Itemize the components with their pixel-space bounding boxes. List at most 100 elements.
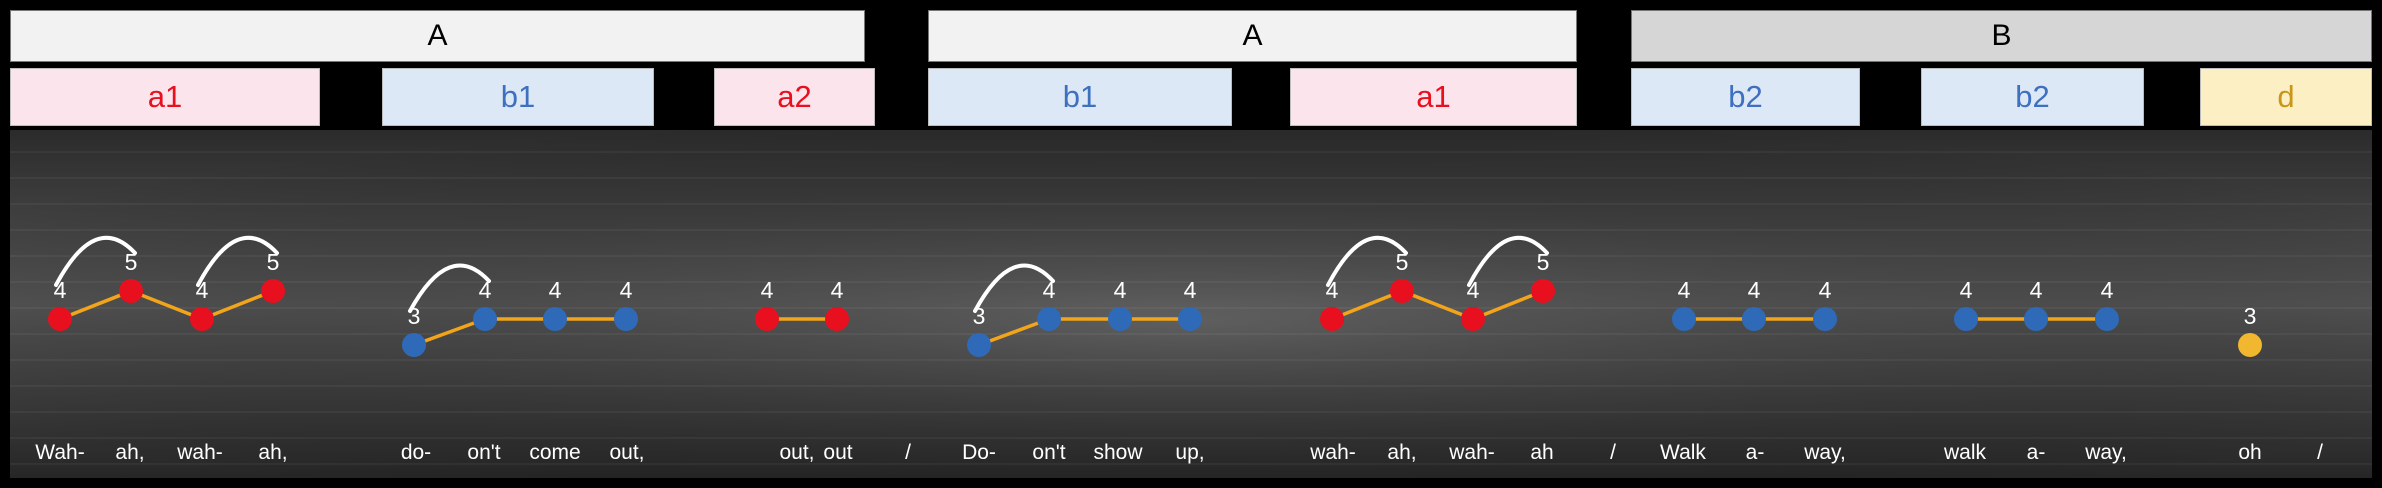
slur-arc bbox=[1326, 235, 1408, 287]
note-degree-label: 4 bbox=[196, 277, 209, 303]
subsection-label-7: b2 bbox=[1921, 68, 2144, 126]
note-degree-label: 4 bbox=[1467, 277, 1480, 303]
lyric-syllable: Walk bbox=[1660, 441, 1706, 464]
note-dot bbox=[473, 307, 497, 331]
note-dot bbox=[1954, 307, 1978, 331]
note-dot bbox=[1672, 307, 1696, 331]
subsection-label-6: b2 bbox=[1631, 68, 1860, 126]
note-dot bbox=[2095, 307, 2119, 331]
note-connector bbox=[201, 289, 274, 321]
subsection-label-4: b1 bbox=[928, 68, 1232, 126]
lyric-syllable: way, bbox=[2084, 441, 2127, 464]
note-dot bbox=[543, 307, 567, 331]
subsection-label-2: b1 bbox=[382, 68, 654, 126]
phrase-separator: / bbox=[1610, 441, 1616, 464]
note-dot bbox=[614, 307, 638, 331]
note-degree-label: 4 bbox=[1043, 277, 1056, 303]
slur-arc bbox=[408, 263, 491, 313]
note-connector bbox=[130, 289, 203, 321]
lyric-syllable: oh bbox=[2238, 441, 2261, 464]
note-dot bbox=[1037, 307, 1061, 331]
note-dot bbox=[967, 333, 991, 357]
note-dot bbox=[1108, 307, 1132, 331]
lyric-syllable: do- bbox=[401, 441, 431, 464]
lyric-syllable: ah, bbox=[115, 441, 144, 464]
note-degree-label: 3 bbox=[408, 303, 421, 329]
slur-arc bbox=[1467, 235, 1549, 287]
note-connector bbox=[413, 317, 486, 347]
note-dot bbox=[1390, 279, 1414, 303]
slur-arc bbox=[54, 235, 137, 287]
note-degree-label: 4 bbox=[1184, 277, 1197, 303]
lyric-syllable: wah- bbox=[1448, 441, 1495, 464]
lyric-syllable: way, bbox=[1803, 441, 1846, 464]
note-degree-label: 4 bbox=[761, 277, 774, 303]
lyric-syllable: ah, bbox=[1387, 441, 1416, 464]
note-degree-label: 4 bbox=[831, 277, 844, 303]
note-connector bbox=[1401, 289, 1474, 321]
section-header-2: A bbox=[928, 10, 1577, 62]
note-dot bbox=[1742, 307, 1766, 331]
note-dot bbox=[1813, 307, 1837, 331]
lyric-syllable: Do- bbox=[962, 441, 996, 464]
note-connector bbox=[1472, 289, 1544, 321]
note-degree-label: 4 bbox=[2101, 277, 2114, 303]
note-dot bbox=[1178, 307, 1202, 331]
note-dot bbox=[261, 279, 285, 303]
note-dot bbox=[402, 333, 426, 357]
melody-chart: 4 5 4 5 3 4 4 4 4 4 3 4 4 4 4 5 4 5 4 4 4 4 4 4 3 Wah-ah, wah-ah,… bbox=[10, 130, 2372, 478]
note-dot bbox=[2024, 307, 2048, 331]
note-degree-label: 4 bbox=[1114, 277, 1127, 303]
phrase-separator: / bbox=[2317, 441, 2323, 464]
note-dot bbox=[1320, 307, 1344, 331]
note-degree-label: 4 bbox=[620, 277, 633, 303]
lyric-syllable: on't bbox=[467, 441, 500, 464]
lyric-syllable: ah bbox=[1530, 441, 1553, 464]
subsection-label-5: a1 bbox=[1290, 68, 1577, 126]
note-connector bbox=[978, 317, 1050, 347]
lyric-syllable: wah- bbox=[1309, 441, 1356, 464]
lyric-syllable: wah- bbox=[176, 441, 223, 464]
lyric-syllable: show bbox=[1093, 441, 1143, 464]
note-degree-label: 4 bbox=[1678, 277, 1691, 303]
note-degree-label: 4 bbox=[54, 277, 67, 303]
note-connector bbox=[59, 289, 132, 321]
note-degree-label: 4 bbox=[479, 277, 492, 303]
section-header-1: A bbox=[10, 10, 865, 62]
lyric-syllable: a- bbox=[1746, 441, 1765, 464]
lyric-syllable: ah, bbox=[258, 441, 287, 464]
lyric-syllable: up, bbox=[1175, 441, 1204, 464]
lyric-syllable: on't bbox=[1032, 441, 1065, 464]
subsection-label-3: a2 bbox=[714, 68, 875, 126]
note-dot bbox=[825, 307, 849, 331]
subsection-label-1: a1 bbox=[10, 68, 320, 126]
melody-panel: 4 5 4 5 3 4 4 4 4 4 3 4 4 4 4 5 4 5 4 4 4 4 4 4 3 Wah-ah, wah-ah,… bbox=[10, 130, 2372, 478]
note-degree-label: 4 bbox=[1326, 277, 1339, 303]
section-header-3: B bbox=[1631, 10, 2372, 62]
note-connector bbox=[1331, 289, 1403, 321]
lyric-syllable: out, bbox=[609, 441, 644, 464]
note-degree-label: 5 bbox=[1396, 249, 1409, 275]
phrase-separator: / bbox=[905, 441, 911, 464]
note-dot bbox=[2238, 333, 2262, 357]
lyric-syllable: Wah- bbox=[35, 441, 84, 464]
note-dot bbox=[48, 307, 72, 331]
note-dot bbox=[1531, 279, 1555, 303]
note-degree-label: 4 bbox=[1748, 277, 1761, 303]
note-degree-label: 3 bbox=[2244, 303, 2257, 329]
note-dot bbox=[1461, 307, 1485, 331]
lyric-syllable: a- bbox=[2027, 441, 2046, 464]
lyric-syllable: out, bbox=[779, 441, 814, 464]
note-degree-label: 5 bbox=[125, 249, 138, 275]
note-degree-label: 5 bbox=[1537, 249, 1550, 275]
note-degree-label: 4 bbox=[1960, 277, 1973, 303]
note-dot bbox=[755, 307, 779, 331]
lyric-syllable: out bbox=[823, 441, 852, 464]
slur-arc bbox=[196, 235, 279, 287]
slur-arc bbox=[973, 263, 1055, 313]
note-dot bbox=[190, 307, 214, 331]
note-degree-label: 4 bbox=[549, 277, 562, 303]
lyric-syllable: walk bbox=[1943, 441, 1987, 464]
note-degree-label: 4 bbox=[1819, 277, 1832, 303]
note-degree-label: 4 bbox=[2030, 277, 2043, 303]
